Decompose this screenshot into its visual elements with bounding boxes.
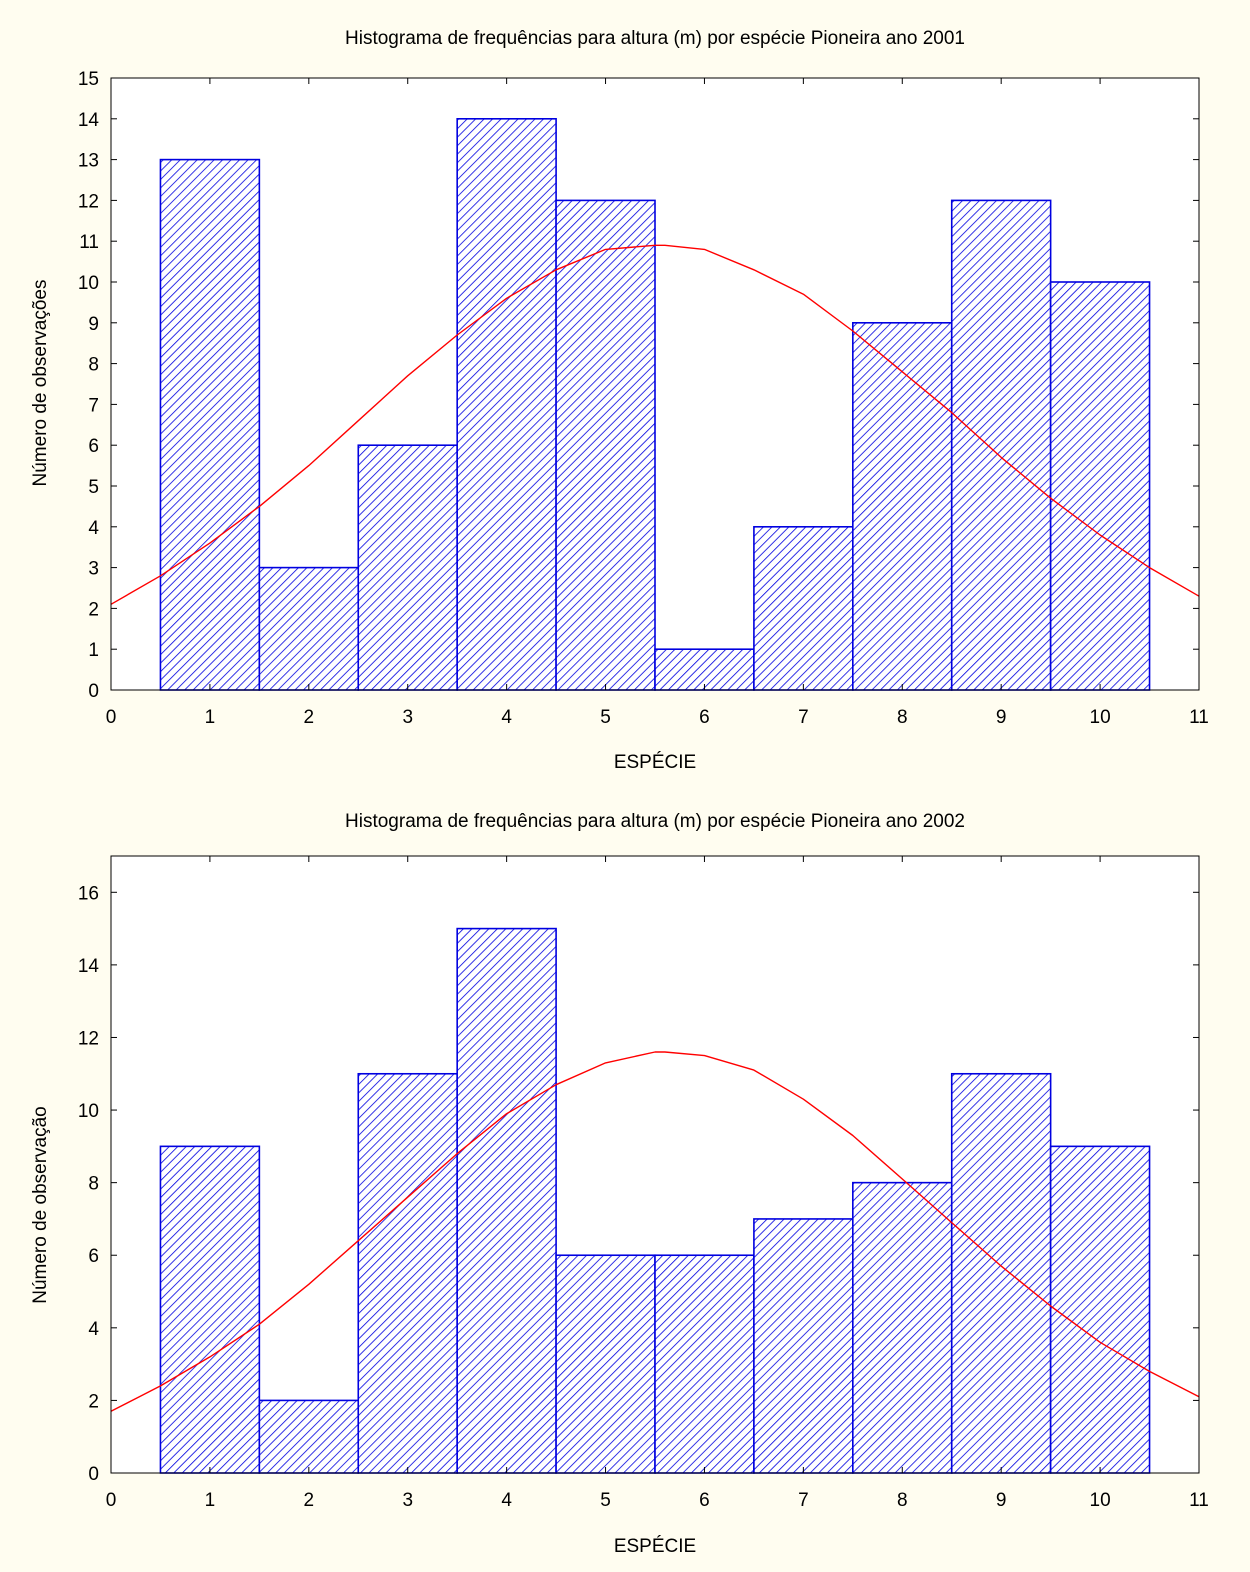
x-tick-label: 2 xyxy=(304,707,315,728)
histogram-bar xyxy=(950,1072,1052,1474)
histogram-bar xyxy=(555,1254,656,1474)
x-axis-label: ESPÉCIE xyxy=(614,1536,696,1557)
y-tick-label: 0 xyxy=(88,681,99,702)
histogram-bar xyxy=(258,566,360,691)
x-tick-label: 8 xyxy=(897,707,908,728)
histogram-bar xyxy=(456,118,557,691)
y-tick-label: 6 xyxy=(88,1246,99,1267)
x-tick-label: 7 xyxy=(798,707,809,728)
x-axis-label: ESPÉCIE xyxy=(614,752,696,773)
y-tick-label: 9 xyxy=(88,314,99,335)
y-axis-label: Número de observação xyxy=(30,1106,51,1304)
histogram-bar xyxy=(357,1072,458,1474)
y-tick-label: 8 xyxy=(88,1174,99,1195)
histogram-bar xyxy=(357,444,458,691)
histogram-bar xyxy=(258,1399,360,1474)
x-tick-label: 11 xyxy=(1189,1490,1209,1511)
x-tick-label: 6 xyxy=(699,1490,710,1511)
y-tick-label: 3 xyxy=(88,559,99,580)
x-tick-label: 4 xyxy=(501,707,512,728)
x-tick-label: 6 xyxy=(699,707,710,728)
normal-fit-curve xyxy=(110,244,1200,605)
y-tick-label: 10 xyxy=(78,1101,99,1122)
histogram-chart-2001: Histograma de frequências para altura (m… xyxy=(30,28,1209,773)
x-tick-label: 7 xyxy=(798,1490,809,1511)
y-tick-label: 2 xyxy=(88,1391,99,1412)
histogram-bar xyxy=(654,1254,755,1474)
histogram-chart-2002: Histograma de frequências para altura (m… xyxy=(30,811,1209,1557)
x-tick-label: 10 xyxy=(1090,1490,1111,1511)
y-tick-label: 14 xyxy=(78,110,100,131)
y-tick-label: 13 xyxy=(78,151,99,172)
chart-title: Histograma de frequências para altura (m… xyxy=(345,811,965,832)
x-tick-label: 11 xyxy=(1189,707,1209,728)
x-tick-label: 5 xyxy=(600,1490,611,1511)
histogram-bar xyxy=(753,1218,854,1474)
histogram-bar xyxy=(950,199,1052,691)
plot-border xyxy=(110,855,1200,1474)
y-axis-label: Número de observações xyxy=(30,280,51,487)
y-tick-label: 2 xyxy=(88,599,99,620)
histogram-bar xyxy=(555,199,656,691)
y-tick-label: 10 xyxy=(78,273,99,294)
histogram-bar xyxy=(852,321,953,691)
y-tick-label: 14 xyxy=(78,956,100,977)
x-tick-label: 10 xyxy=(1090,707,1111,728)
x-tick-label: 9 xyxy=(996,1490,1007,1511)
y-tick-label: 5 xyxy=(88,477,99,498)
x-tick-label: 0 xyxy=(106,1490,117,1511)
y-tick-label: 15 xyxy=(78,69,99,90)
x-tick-label: 9 xyxy=(996,707,1007,728)
plot-border xyxy=(110,77,1200,691)
histogram-bar xyxy=(1049,281,1151,691)
y-tick-label: 12 xyxy=(78,191,99,212)
histogram-bar xyxy=(456,927,557,1474)
histogram-bar xyxy=(753,525,854,691)
x-tick-label: 5 xyxy=(600,707,611,728)
y-tick-label: 4 xyxy=(88,518,99,539)
y-tick-label: 12 xyxy=(78,1028,99,1049)
histogram-bar xyxy=(654,648,755,691)
y-tick-label: 8 xyxy=(88,355,99,376)
y-tick-label: 6 xyxy=(88,436,99,457)
y-tick-label: 1 xyxy=(88,640,99,661)
chart-title: Histograma de frequências para altura (m… xyxy=(345,28,965,49)
histogram-bar xyxy=(159,1145,261,1474)
x-tick-label: 0 xyxy=(106,707,117,728)
y-tick-label: 7 xyxy=(88,395,99,416)
x-tick-label: 3 xyxy=(402,707,413,728)
x-tick-label: 2 xyxy=(304,1490,315,1511)
x-tick-label: 4 xyxy=(501,1490,512,1511)
x-tick-label: 3 xyxy=(402,1490,413,1511)
histogram-bar xyxy=(159,158,261,691)
histogram-bar xyxy=(852,1181,953,1474)
x-tick-label: 1 xyxy=(205,1490,216,1511)
y-tick-label: 11 xyxy=(79,232,99,253)
y-tick-label: 0 xyxy=(88,1464,99,1485)
x-tick-label: 8 xyxy=(897,1490,908,1511)
x-tick-label: 1 xyxy=(205,707,216,728)
y-tick-label: 4 xyxy=(88,1319,99,1340)
y-tick-label: 16 xyxy=(78,883,99,904)
histogram-bar xyxy=(1049,1145,1151,1474)
normal-fit-curve xyxy=(110,1051,1200,1412)
